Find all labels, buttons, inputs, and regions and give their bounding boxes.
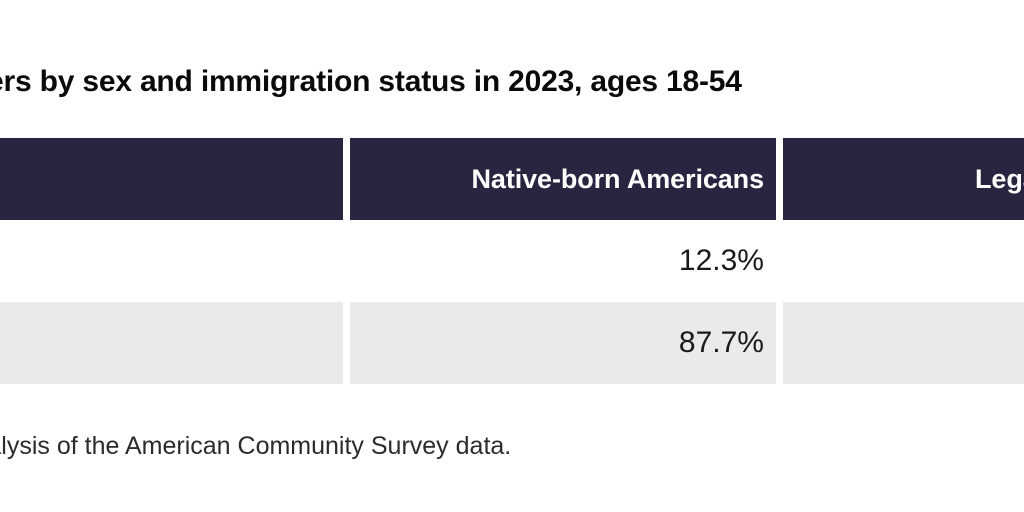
cell-male-native-born: 87.7%	[350, 302, 783, 384]
table-row: Female 12.3% 7.9% 9.6%	[0, 220, 1024, 302]
table-row: Male 87.7% 92.1% 90.4%	[0, 302, 1024, 384]
table-header-row: Native-born Americans Legal immigrants I…	[0, 138, 1024, 220]
column-header-native-born: Native-born Americans	[350, 138, 783, 220]
column-header-row-label	[0, 138, 350, 220]
cell-male-legal: 92.1%	[783, 302, 1024, 384]
figure-footnote: Source: Author's analysis of the America…	[0, 432, 512, 460]
column-header-legal-immigrants: Legal immigrants	[783, 138, 1024, 220]
row-label-female: Female	[0, 220, 350, 302]
cell-female-native-born: 12.3%	[350, 220, 783, 302]
data-table: Native-born Americans Legal immigrants I…	[0, 138, 1024, 384]
row-label-male: Male	[0, 302, 350, 384]
figure-title: Share of prisoners by sex and immigratio…	[0, 65, 742, 98]
cell-female-legal: 7.9%	[783, 220, 1024, 302]
table-header: Native-born Americans Legal immigrants I…	[0, 138, 1024, 220]
table-body: Female 12.3% 7.9% 9.6% Male 87.7% 92.1% …	[0, 220, 1024, 384]
